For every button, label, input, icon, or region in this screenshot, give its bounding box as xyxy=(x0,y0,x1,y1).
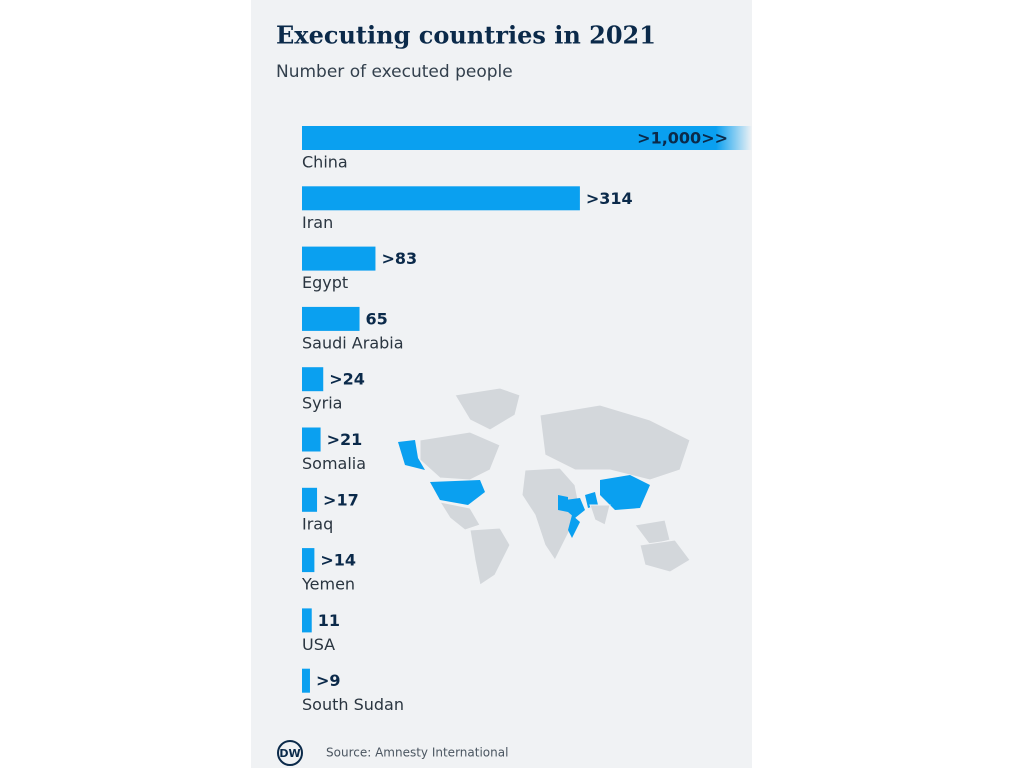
bars xyxy=(302,126,752,693)
value-label: >1,000>> xyxy=(637,129,728,148)
value-label: >24 xyxy=(329,370,365,389)
value-label: >83 xyxy=(381,249,417,268)
world-map xyxy=(398,387,691,586)
bar xyxy=(302,427,321,452)
logo: DW xyxy=(279,747,300,760)
category-label: Saudi Arabia xyxy=(302,333,404,352)
bar xyxy=(302,306,360,331)
value-label: >14 xyxy=(320,551,356,570)
category-label: Yemen xyxy=(301,575,355,594)
chart-title: Executing countries in 2021 xyxy=(276,21,656,50)
category-label: Iraq xyxy=(302,514,333,533)
category-label: USA xyxy=(302,635,335,654)
value-label: >314 xyxy=(586,189,633,208)
value-label: >9 xyxy=(316,671,341,690)
bar xyxy=(302,668,310,693)
category-label: Syria xyxy=(302,394,342,413)
bar xyxy=(302,367,324,392)
category-label: Somalia xyxy=(302,454,366,473)
value-label: 65 xyxy=(366,309,388,328)
bar xyxy=(302,186,580,211)
bar xyxy=(302,126,752,150)
logo-circle xyxy=(277,740,303,766)
category-label: Egypt xyxy=(302,273,348,292)
bar xyxy=(302,487,318,512)
bar xyxy=(302,608,312,633)
category-label: Iran xyxy=(302,213,333,232)
chart-subtitle: Number of executed people xyxy=(276,62,513,82)
bar-fade xyxy=(716,126,752,150)
value-label: >17 xyxy=(323,490,359,509)
source: Source: Amnesty International xyxy=(326,746,508,760)
value-label: >21 xyxy=(327,430,363,449)
bar xyxy=(302,548,315,573)
category-label: South Sudan xyxy=(302,695,404,714)
category-label: China xyxy=(302,153,348,172)
bar xyxy=(302,246,376,271)
value-label: 11 xyxy=(318,611,340,630)
footer: DW Source: Amnesty International xyxy=(277,740,508,766)
